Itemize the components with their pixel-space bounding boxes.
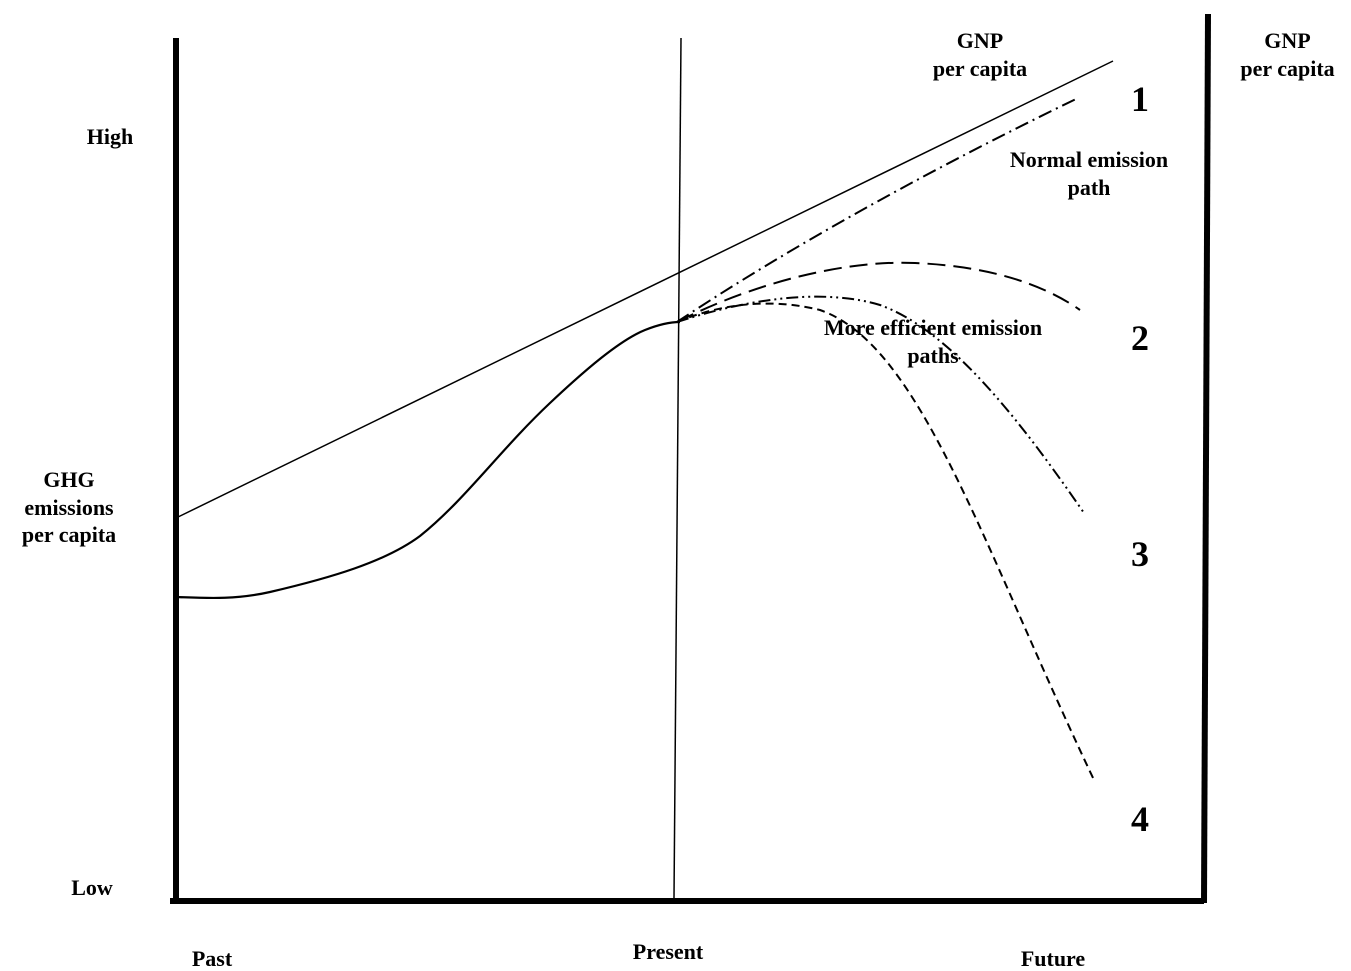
- gnp-inner-line-1: GNP: [956, 28, 1004, 53]
- x-label-present: Present: [632, 939, 704, 964]
- y-axis-title: GHG emissions per capita: [0, 466, 138, 549]
- path-number-3: 3: [1131, 534, 1149, 574]
- present-divider: [673, 37, 682, 899]
- normal-emission-line-1: Normal emission: [1009, 147, 1169, 172]
- gnp-right-line-2: per capita: [1240, 55, 1335, 81]
- historical-emissions-curve: [175, 320, 681, 600]
- gnp-right-line-1: GNP: [1264, 28, 1311, 53]
- x-label-future: Future: [1020, 946, 1086, 971]
- y-axis-title-line-2: emissions: [24, 494, 114, 520]
- efficient-emission-line-2: paths: [907, 342, 959, 368]
- normal-emission-line-2: path: [1067, 174, 1111, 200]
- gnp-inner-line-2: per capita: [932, 55, 1028, 81]
- high-label: High: [86, 124, 134, 149]
- gnp-per-capita-line: [175, 60, 1114, 519]
- normal-emission-path: [676, 98, 1077, 323]
- x-label-past: Past: [191, 946, 233, 971]
- y-axis-title-line-1: GHG: [43, 467, 95, 492]
- low-label: Low: [71, 875, 113, 900]
- normal-emission-path-label: Normal emission path: [985, 146, 1193, 201]
- efficient-emission-path-3: [676, 295, 1085, 514]
- path-number-4: 4: [1131, 799, 1149, 839]
- efficient-emission-path-4: [676, 302, 1095, 781]
- path-number-1: 1: [1131, 79, 1149, 119]
- efficient-emission-paths-label: More efficient emission paths: [790, 314, 1076, 369]
- y-axis-title-line-3: per capita: [21, 522, 117, 547]
- gnp-inner-label: GNP per capita: [905, 27, 1055, 82]
- efficient-emission-line-1: More efficient emission: [823, 315, 1043, 340]
- right-axis: [1201, 13, 1211, 904]
- efficient-emission-path-2: [676, 261, 1081, 323]
- path-number-2: 2: [1131, 318, 1149, 358]
- gnp-right-label: GNP per capita: [1224, 27, 1351, 82]
